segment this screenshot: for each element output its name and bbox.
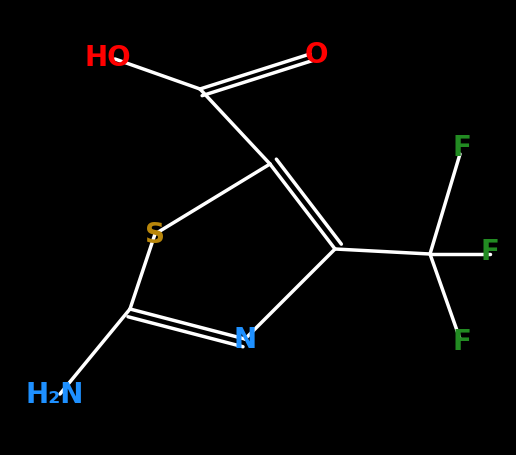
Text: S: S — [145, 221, 165, 248]
Text: F: F — [453, 327, 472, 355]
Text: HO: HO — [85, 44, 131, 72]
Text: N: N — [233, 325, 256, 353]
Text: O: O — [304, 41, 328, 69]
Text: H₂N: H₂N — [26, 380, 84, 408]
Text: F: F — [480, 238, 499, 265]
Text: F: F — [453, 134, 472, 162]
